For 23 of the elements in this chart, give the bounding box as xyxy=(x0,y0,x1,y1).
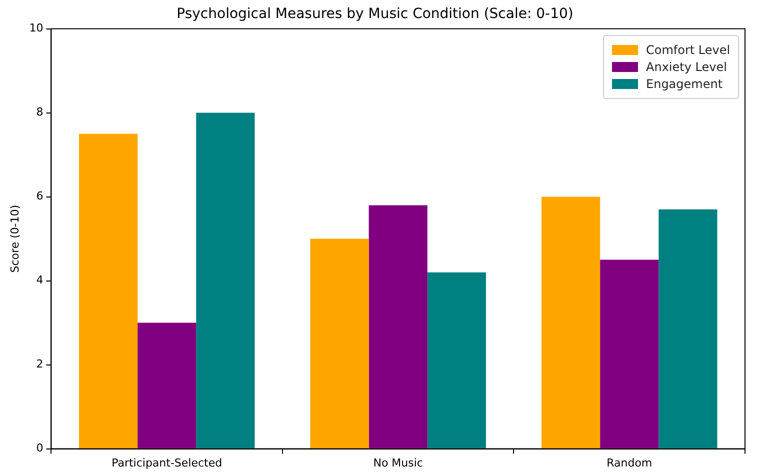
legend-label: Engagement xyxy=(646,76,723,91)
bar xyxy=(600,260,659,448)
bar xyxy=(368,205,428,448)
legend-label: Anxiety Level xyxy=(646,60,727,74)
legend-label: Comfort Level xyxy=(646,42,730,57)
x-tick-label: Participant-Selected xyxy=(112,456,222,470)
y-tick-label: 10 xyxy=(29,22,44,35)
y-axis-title: Score (0-10) xyxy=(8,204,22,273)
bar xyxy=(427,272,486,448)
y-tick-label: 0 xyxy=(36,442,44,455)
x-tick-label: Random xyxy=(606,456,652,470)
y-tick-label: 2 xyxy=(36,358,44,371)
y-tick-label: 4 xyxy=(36,274,44,287)
bar xyxy=(310,238,369,448)
y-tick-label: 8 xyxy=(36,106,44,119)
chart-title: Psychological Measures by Music Condition (Scale: 0-10) xyxy=(176,6,574,22)
bar xyxy=(541,196,600,448)
x-tick-label: No Music xyxy=(373,456,423,470)
y-tick-label: 6 xyxy=(36,190,44,203)
bar xyxy=(196,112,255,448)
bar xyxy=(138,322,196,448)
bar xyxy=(658,209,718,448)
bar xyxy=(78,134,138,448)
